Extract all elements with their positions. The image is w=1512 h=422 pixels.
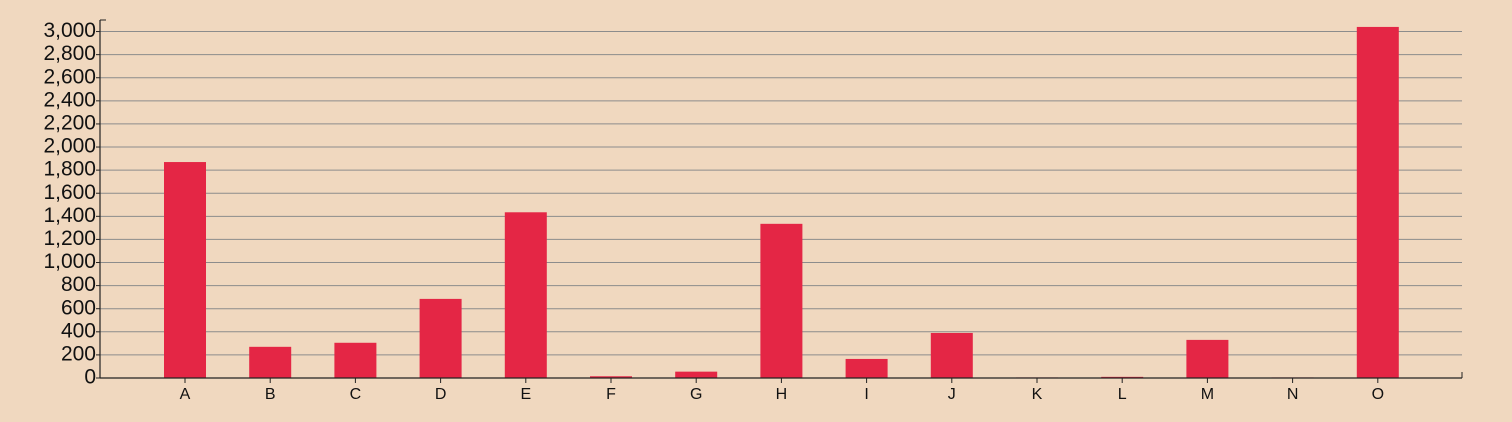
x-tick-label: L [1118,386,1127,403]
y-ticks: 02004006008001,0001,2001,4001,6001,8002,… [43,19,106,389]
y-tick-label: 200 [61,342,96,365]
x-ticks: A B C D E F G H I J K L M N O [180,372,1463,403]
y-tick-label: 2,200 [43,111,96,134]
bars [164,26,1399,379]
y-tick-label: 3,000 [43,19,96,42]
x-tick-label: N [1287,386,1299,403]
bar-e [504,212,547,378]
x-tick-label: G [690,386,702,403]
y-tick-label: 0 [84,366,96,389]
y-tick-label: 1,200 [43,227,96,250]
bar-j [930,332,973,378]
y-tick-label: 2,800 [43,42,96,65]
bar-f [590,376,632,378]
x-tick-label: H [776,386,788,403]
x-tick-label: O [1372,386,1384,403]
x-tick-label: A [180,386,191,403]
bar-g [675,371,718,378]
x-tick-label: M [1201,386,1214,403]
x-tick-label: K [1032,386,1043,403]
x-tick-label: I [864,386,868,403]
y-tick-label: 2,400 [43,88,96,111]
x-tick-label: B [265,386,276,403]
y-tick-label: 2,600 [43,65,96,88]
bar-m [1186,339,1229,378]
x-tick-label: J [948,386,956,403]
y-tick-label: 1,000 [43,250,96,273]
y-tick-label: 1,400 [43,204,96,227]
y-tick-label: 1,600 [43,181,96,204]
y-tick-label: 400 [61,319,96,342]
y-tick-label: 1,800 [43,158,96,181]
x-tick-label: D [435,386,447,403]
y-tick-label: 600 [61,296,96,319]
bar-d [419,298,462,378]
x-tick-label: E [520,386,531,403]
bar-o [1356,26,1399,379]
y-tick-label: 800 [61,273,96,296]
bar-c [334,342,377,378]
bar-i [845,358,888,378]
y-tick-label: 2,000 [43,135,96,158]
bar-a [164,162,206,378]
x-tick-label: F [606,386,616,403]
bar-h [760,223,803,378]
bar-b [249,346,292,378]
x-tick-label: C [350,386,362,403]
